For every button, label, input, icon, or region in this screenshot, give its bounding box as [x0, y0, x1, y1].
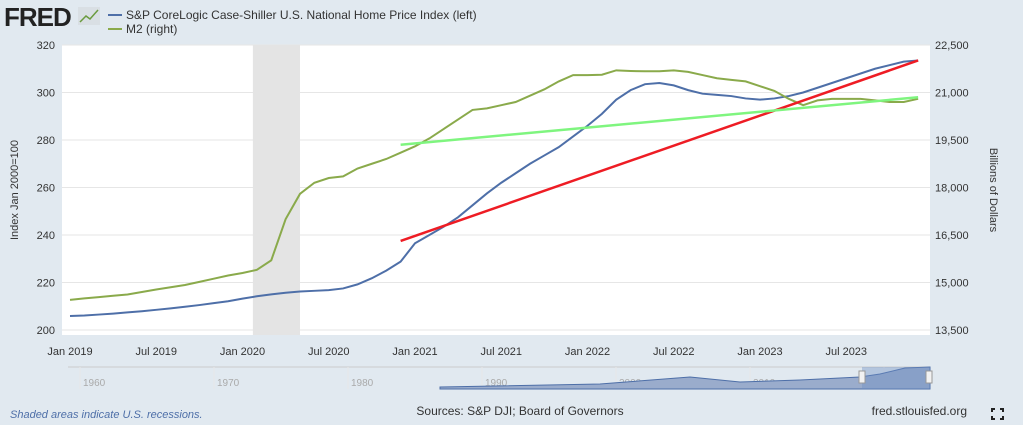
series-line-m2	[69, 69, 919, 301]
navigator[interactable]: 1960197019801990200020102020	[68, 366, 933, 390]
x-tick-label: Jan 2020	[220, 346, 265, 358]
legend: S&P CoreLogic Case-Shiller U.S. National…	[108, 8, 477, 36]
x-tick-label: Jul 2019	[135, 346, 177, 358]
y-tick-label: 220	[37, 278, 55, 290]
y-tick-label: 300	[37, 88, 55, 100]
plot-area	[62, 45, 930, 335]
fred-logo-text: FRED	[4, 2, 71, 32]
fred-logo: FRED	[4, 2, 100, 32]
fred-logo-chart-icon	[78, 7, 100, 25]
y-tick-label: 200	[37, 325, 55, 337]
y-tick-label: 280	[37, 135, 55, 147]
x-tick-label: Jan 2019	[47, 346, 92, 358]
y2-axis-label: Billions of Dollars	[987, 148, 999, 233]
navigator-series	[439, 366, 931, 390]
sources-text: Sources: S&P DJI; Board of Governors	[416, 404, 623, 418]
x-tick-label: Jul 2021	[480, 346, 522, 358]
navigator-handle-left[interactable]	[858, 370, 866, 384]
navigator-tick-label: 1980	[351, 378, 374, 389]
y-tick-label: 240	[37, 230, 55, 242]
navigator-tick-label: 1990	[485, 378, 508, 389]
trendline-green	[400, 96, 919, 146]
y2-tick-label: 16,500	[935, 230, 969, 242]
navigator-tick-label: 1970	[217, 378, 240, 389]
y2-tick-label: 18,000	[935, 183, 969, 195]
y2-tick-label: 22,500	[935, 40, 969, 52]
recession-note: Shaded areas indicate U.S. recessions.	[10, 409, 203, 421]
y-axis-label: Index Jan 2000=100	[9, 140, 21, 240]
navigator-selection[interactable]	[862, 367, 930, 389]
x-tick-label: Jan 2022	[565, 346, 610, 358]
site-link[interactable]: fred.stlouisfed.org	[872, 404, 967, 418]
y2-tick-label: 21,000	[935, 88, 969, 100]
series-line-caseshiller	[69, 59, 919, 317]
legend-label-caseshiller: S&P CoreLogic Case-Shiller U.S. National…	[126, 8, 477, 22]
trendline-red	[400, 59, 919, 243]
fullscreen-icon[interactable]	[991, 408, 1004, 420]
x-tick-label: Jul 2023	[825, 346, 867, 358]
navigator-handle-right[interactable]	[925, 370, 933, 384]
y-tick-label: 320	[37, 40, 55, 52]
recession-shade	[252, 45, 300, 335]
legend-label-m2: M2 (right)	[126, 22, 177, 36]
x-tick-label: Jan 2021	[392, 346, 437, 358]
y2-tick-label: 15,000	[935, 278, 969, 290]
y2-tick-label: 13,500	[935, 325, 969, 337]
x-tick-label: Jul 2020	[308, 346, 350, 358]
x-tick-label: Jul 2022	[653, 346, 695, 358]
y2-tick-label: 19,500	[935, 135, 969, 147]
x-tick-label: Jan 2023	[737, 346, 782, 358]
navigator-tick-label: 1960	[83, 378, 106, 389]
y-tick-label: 260	[37, 183, 55, 195]
